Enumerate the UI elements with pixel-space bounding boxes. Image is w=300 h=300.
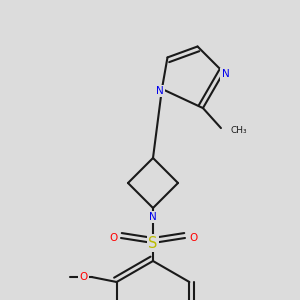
- Text: N: N: [149, 212, 157, 222]
- Text: O: O: [189, 233, 197, 243]
- Text: N: N: [156, 86, 164, 96]
- Text: N: N: [222, 69, 230, 80]
- Text: O: O: [80, 272, 88, 282]
- Text: O: O: [109, 233, 117, 243]
- Text: CH₃: CH₃: [231, 126, 247, 135]
- Text: S: S: [148, 236, 158, 250]
